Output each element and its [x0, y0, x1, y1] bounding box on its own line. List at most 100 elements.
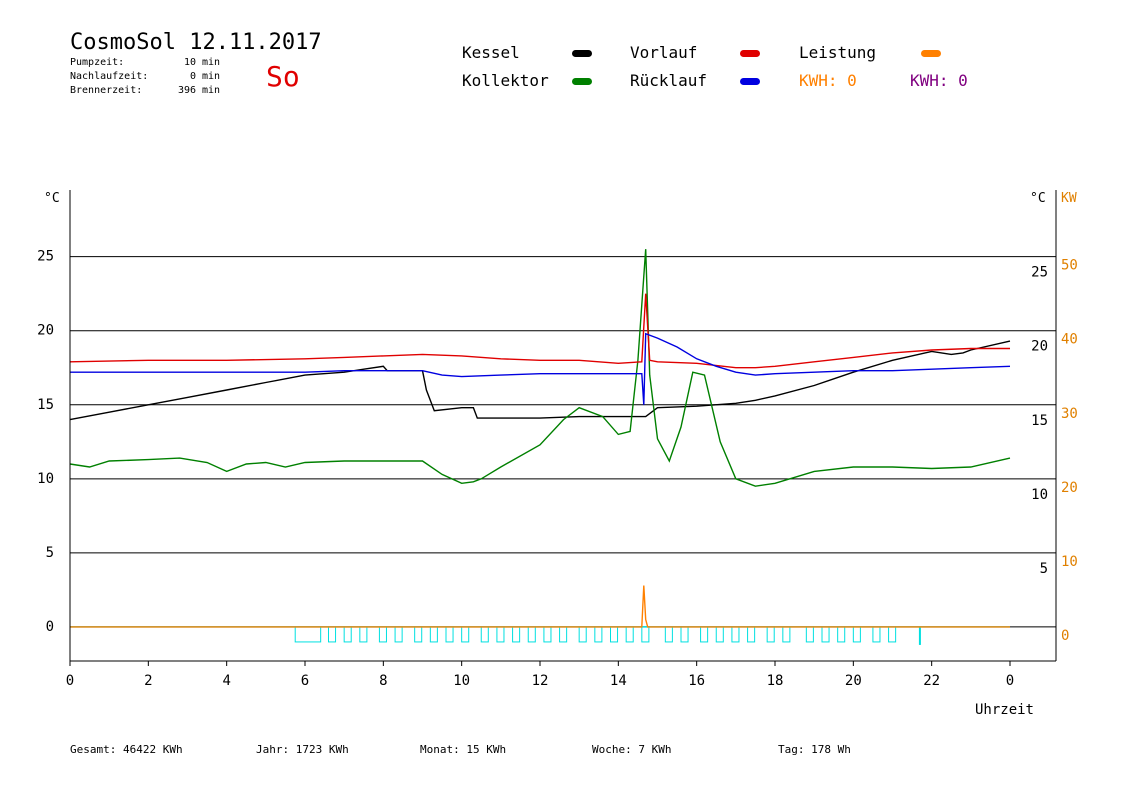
pump-pulse: [543, 626, 552, 643]
y-unit-right: °C: [1030, 191, 1046, 206]
y-tick-label-left: 20: [37, 323, 54, 339]
info-row-pumpzeit: Pumpzeit: 10 min: [70, 56, 220, 70]
pump-pulse: [512, 626, 521, 643]
axis-labels: 0 2 4 6 8 10 12 14 16 18 20 22 0 0 5 10 15 20 25 5 10 15 20 25 0…: [37, 191, 1078, 718]
legend-kollektor-swatch: [572, 78, 592, 85]
pump-pulse: [888, 626, 897, 643]
legend-vorlauf-swatch: [740, 50, 760, 57]
x-tick-label: 8: [379, 673, 387, 689]
legend-kwh-purple: KWH: 0: [910, 71, 968, 90]
pump-pulse: [680, 626, 689, 643]
pump-pulse: [821, 626, 830, 643]
legend-leistung-label: Leistung: [799, 43, 877, 62]
y-tick-label-left: 15: [37, 397, 54, 413]
pump-pulse: [359, 626, 368, 643]
y-tick-label-kw: 0: [1061, 628, 1069, 644]
legend-ruecklauf-swatch: [740, 78, 760, 85]
y-unit-kw: KW: [1061, 191, 1077, 206]
pump-pulse: [747, 626, 756, 643]
weekday-label: So: [266, 60, 300, 93]
data-series: [69, 249, 1011, 628]
y-tick-label-left: 25: [37, 249, 54, 265]
series-line-leistung: [70, 585, 1010, 628]
y-tick-label-right: 10: [1031, 487, 1048, 503]
y-tick-label-left: 0: [46, 619, 54, 635]
pump-pulse: [664, 626, 673, 643]
info-label: Pumpzeit:: [70, 57, 125, 68]
pump-pulse: [766, 626, 775, 643]
pump-pulse: [429, 626, 438, 643]
pump-pulse: [578, 626, 587, 643]
y-tick-label-left: 10: [37, 471, 54, 487]
pump-pulse: [625, 626, 634, 643]
pump-pulse: [414, 626, 423, 643]
pump-pulse: [782, 626, 791, 643]
pump-pulse: [594, 626, 603, 643]
y-tick-label-right: 5: [1040, 561, 1048, 577]
y-tick-label-kw: 40: [1061, 332, 1078, 348]
legend-kessel-swatch: [572, 50, 592, 57]
legend-vorlauf-label: Vorlauf: [630, 43, 698, 62]
y-tick-label-kw: 50: [1061, 258, 1078, 274]
pump-pulse: [480, 626, 489, 643]
grid-lines: [70, 256, 1056, 628]
series-line-kollektor: [69, 249, 1011, 487]
runtime-info: Pumpzeit: 10 min Nachlaufzeit: 0 min Bre…: [70, 56, 220, 98]
y-tick-label-right: 25: [1031, 265, 1048, 281]
x-tick-label: 22: [923, 673, 940, 689]
x-tick-label: 4: [222, 673, 230, 689]
y-unit-left: °C: [44, 191, 60, 206]
x-tick-label: 0: [1006, 673, 1014, 689]
x-tick-label: 0: [66, 673, 74, 689]
footer-gesamt: Gesamt: 46422 KWh: [70, 743, 183, 756]
info-label: Nachlaufzeit:: [70, 71, 149, 82]
pump-pulse: [559, 626, 568, 643]
pump-pulse: [731, 626, 740, 643]
pump-pulse: [610, 626, 619, 643]
legend-leistung-swatch: [921, 50, 941, 57]
pump-pulses: [70, 626, 1010, 645]
pump-pulse: [328, 626, 337, 643]
x-tick-label: 14: [610, 673, 627, 689]
series-line-vorlauf: [69, 293, 1010, 369]
info-label: Brennerzeit:: [70, 85, 143, 96]
x-tick-label: 16: [688, 673, 705, 689]
y-tick-label-left: 5: [46, 545, 54, 561]
pump-pulse: [805, 626, 814, 643]
info-row-brennerzeit: Brennerzeit: 396 min: [70, 84, 220, 98]
pump-pulse: [872, 626, 881, 643]
footer-tag: Tag: 178 Wh: [778, 743, 851, 756]
y-tick-label-right: 15: [1031, 413, 1048, 429]
info-unit: min: [202, 57, 221, 68]
x-tick-label: 18: [767, 673, 784, 689]
x-tick-label: 2: [144, 673, 152, 689]
pump-pulse: [837, 626, 846, 643]
legend-kollektor-label: Kollektor: [462, 71, 549, 90]
y-tick-label-kw: 30: [1061, 406, 1078, 422]
y-tick-label-kw: 20: [1061, 480, 1078, 496]
pump-pulse: [496, 626, 505, 643]
footer-jahr: Jahr: 1723 KWh: [256, 743, 349, 756]
series-line-ruecklauf: [70, 332, 1011, 405]
pump-pulse: [527, 626, 536, 643]
x-tick-label: 12: [532, 673, 549, 689]
series-line-kessel: [69, 340, 1011, 421]
info-value: 396: [177, 85, 196, 96]
pump-pulse: [378, 626, 387, 643]
info-value: 10: [183, 57, 196, 68]
pump-pulse: [343, 626, 352, 643]
pump-pulse: [700, 626, 709, 643]
info-unit: min: [202, 71, 221, 82]
pump-pulse: [445, 626, 454, 643]
pump-pulse: [461, 626, 470, 643]
legend-kwh-orange: KWH: 0: [799, 71, 857, 90]
info-row-nachlaufzeit: Nachlaufzeit: 0 min: [70, 70, 220, 84]
legend-ruecklauf-label: Rücklauf: [630, 71, 708, 90]
pump-pulse: [852, 626, 861, 643]
info-unit: min: [202, 85, 221, 96]
x-tick-label: 6: [301, 673, 309, 689]
y-tick-label-kw: 10: [1061, 554, 1078, 570]
info-value: 0: [189, 71, 196, 82]
footer-woche: Woche: 7 KWh: [592, 743, 672, 756]
